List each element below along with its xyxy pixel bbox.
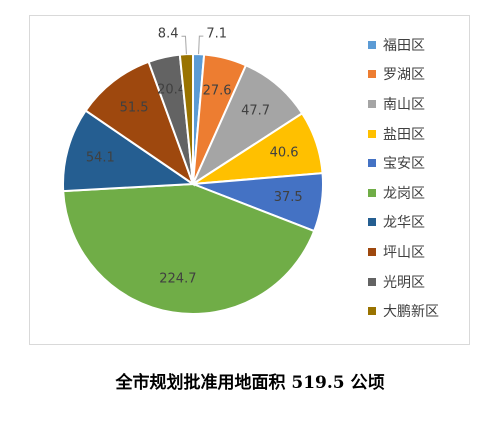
legend-swatch [368, 277, 376, 286]
legend-swatch [368, 99, 376, 108]
legend-item-2: 罗湖区 [368, 60, 473, 90]
slice-value-label-4: 40.6 [270, 145, 299, 160]
legend-label: 龙华区 [383, 215, 425, 232]
legend-label: 大鹏新区 [383, 304, 439, 321]
slice-value-label-3: 47.7 [241, 103, 270, 118]
legend-label: 坪山区 [383, 244, 425, 261]
legend-swatch [368, 307, 376, 316]
legend-swatch [368, 188, 376, 197]
pie-slice-8 [84, 60, 196, 187]
slice-value-label-10: 8.4 [158, 27, 179, 42]
slice-value-label-7: 54.1 [86, 151, 115, 166]
legend-item-4: 盐田区 [368, 119, 473, 149]
legend-label: 光明区 [383, 274, 425, 291]
legend-item-1: 福田区 [368, 30, 473, 60]
slice-value-label-8: 51.5 [120, 100, 149, 115]
legend-label: 盐田区 [383, 126, 425, 143]
legend-item-7: 龙华区 [368, 208, 473, 238]
legend-label: 宝安区 [383, 156, 425, 173]
legend-item-8: 坪山区 [368, 237, 473, 267]
legend-swatch [368, 129, 376, 138]
slice-value-label-5: 37.5 [274, 190, 303, 205]
pie-chart: 7.1 27.6 47.7 40.6 37.5 224.7 54.1 51.5 20.4 8.4 [62, 27, 324, 315]
leader-line-1 [198, 35, 204, 55]
legend-item-9: 光明区 [368, 267, 473, 297]
legend-swatch [368, 159, 376, 168]
legend-swatch [368, 40, 376, 49]
legend-label: 南山区 [383, 96, 425, 113]
legend-item-6: 龙岗区 [368, 178, 473, 208]
slice-value-label-2: 27.6 [203, 83, 232, 98]
legend: 福田区罗湖区南山区盐田区宝安区龙岗区龙华区坪山区光明区大鹏新区 [368, 30, 473, 326]
legend-swatch [368, 247, 376, 256]
legend-swatch [368, 218, 376, 227]
chart-caption: 全市规划批准用地面积 519.5 公顷 [115, 373, 385, 393]
leader-line-10 [181, 35, 187, 55]
pie-slice-6 [62, 182, 316, 315]
legend-item-10: 大鹏新区 [368, 296, 473, 326]
pie-slice-10 [178, 52, 194, 185]
slice-value-label-1: 7.1 [206, 27, 227, 42]
legend-item-5: 宝安区 [368, 148, 473, 178]
slice-value-label-6: 224.7 [159, 272, 196, 287]
legend-swatch [368, 70, 376, 79]
legend-label: 罗湖区 [383, 67, 425, 84]
pie-slice-7 [62, 109, 196, 193]
legend-label: 龙岗区 [383, 185, 425, 202]
legend-label: 福田区 [383, 37, 425, 54]
slice-value-label-9: 20.4 [157, 83, 186, 98]
legend-item-3: 南山区 [368, 89, 473, 119]
